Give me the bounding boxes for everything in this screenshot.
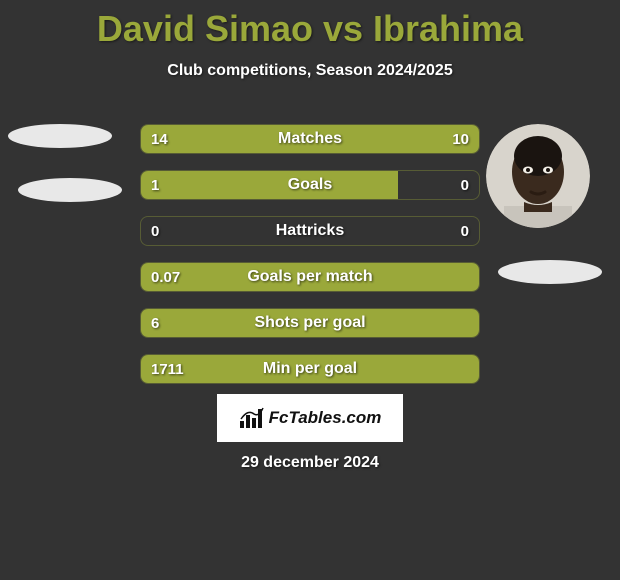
stat-label: Shots per goal <box>141 309 479 337</box>
stat-rows: 14Matches101Goals00Hattricks00.07Goals p… <box>140 124 480 400</box>
stat-row: 0.07Goals per match <box>140 262 480 292</box>
date-label: 29 december 2024 <box>0 454 620 472</box>
stat-row: 1711Min per goal <box>140 354 480 384</box>
stat-row: 1Goals0 <box>140 170 480 200</box>
page-title: David Simao vs Ibrahima <box>0 0 620 50</box>
stat-label: Matches <box>141 125 479 153</box>
bar-chart-icon <box>239 407 265 429</box>
stat-label: Hattricks <box>141 217 479 245</box>
fctables-logo: FcTables.com <box>217 394 403 442</box>
stat-row: 6Shots per goal <box>140 308 480 338</box>
stat-label: Min per goal <box>141 355 479 383</box>
stat-value-right: 10 <box>452 125 469 153</box>
stat-row: 14Matches10 <box>140 124 480 154</box>
stat-value-right: 0 <box>461 171 469 199</box>
stat-label: Goals per match <box>141 263 479 291</box>
player-left-ellipse-2 <box>18 178 122 202</box>
player-left-ellipse-1 <box>8 124 112 148</box>
stat-label: Goals <box>141 171 479 199</box>
player-right-ellipse <box>498 260 602 284</box>
player-right-avatar <box>486 124 590 228</box>
page-subtitle: Club competitions, Season 2024/2025 <box>0 62 620 80</box>
logo-text: FcTables.com <box>269 408 382 428</box>
stat-row: 0Hattricks0 <box>140 216 480 246</box>
stat-value-right: 0 <box>461 217 469 245</box>
